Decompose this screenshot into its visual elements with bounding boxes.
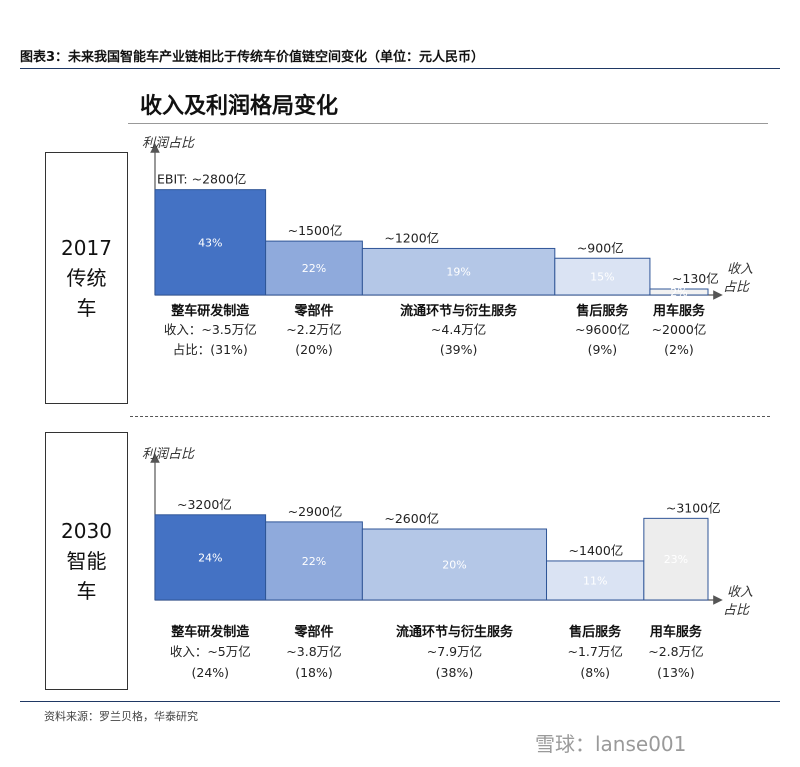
revenue-label: ~2000亿 [652,322,707,337]
segment-name: 售后服务 [576,303,629,319]
segment-name: 整车研发制造 [170,303,250,319]
figure-title: 图表3：未来我国智能车产业链相比于传统车价值链空间变化（单位：元人民币） [20,50,485,65]
chart-subtitle: 收入及利润格局变化 [140,94,339,119]
panel-label-line: 2030 [61,519,112,543]
segment-name: 用车服务 [649,624,703,640]
profit-bar [361,247,556,296]
profit-bar [265,240,363,296]
revenue-share-label: (24%) [192,665,230,680]
profit-label: ~900亿 [577,240,624,255]
profit-bar [649,288,709,296]
profit-label: ~1400亿 [569,543,624,558]
revenue-share-label: (20%) [295,342,333,357]
profit-bar [554,257,651,296]
bar-value-label: 22% [302,262,326,275]
profit-label: ~3100亿 [666,500,721,515]
panel-label-2030: 2030 智能 车 [45,432,128,690]
panel-divider [130,416,770,417]
bar-value-label: 22% [302,555,326,568]
source-note: 资料来源：罗兰贝格，华泰研究 [44,710,198,723]
bar-value-label: 2% [670,286,687,299]
revenue-label: 收入：~3.5万亿 [164,322,257,337]
revenue-share-label: 占比：(31%) [173,342,248,357]
profit-bar [643,517,709,601]
subtitle-rule [128,123,768,124]
revenue-share-label: (13%) [657,665,695,680]
revenue-label: ~7.9万亿 [427,644,482,659]
y-axis-label: 利润占比 [142,447,195,462]
revenue-share-label: (39%) [440,342,478,357]
revenue-label: ~4.4万亿 [431,322,486,337]
panel-label-line: 2017 [61,236,112,260]
profit-bar [265,521,363,601]
bar-value-label: 43% [198,236,222,249]
revenue-label: ~2.2万亿 [286,322,341,337]
segment-name: 流通环节与衍生服务 [396,624,514,640]
x-axis-label: 收入 [727,585,753,600]
panel-label-line: 车 [76,296,97,320]
revenue-share-label: (8%) [580,665,610,680]
revenue-share-label: (38%) [436,665,474,680]
revenue-share-label: (9%) [588,342,618,357]
bar-value-label: 15% [590,271,614,284]
panel-label-line: 传统 [66,266,107,290]
segment-name: 整车研发制造 [170,624,250,640]
bar-value-label: 24% [198,551,222,564]
segment-name: 售后服务 [569,624,622,640]
panel-label-line: 智能 [66,549,107,573]
segment-name: 零部件 [293,303,333,319]
revenue-label: 收入：~5万亿 [170,644,251,659]
profit-label: ~1500亿 [288,223,343,238]
bar-value-label: 20% [442,559,466,572]
watermark: 雪球：lanse001 [535,732,687,756]
x-axis-label: 收入 [727,262,753,277]
segment-name: 流通环节与衍生服务 [400,303,518,319]
y-axis-label: 利润占比 [142,136,195,151]
profit-label: ~2900亿 [288,504,343,519]
bar-value-label: 11% [583,574,607,587]
top-rule [20,68,780,69]
profit-label: EBIT: ~2800亿 [157,172,246,187]
profit-label: ~130亿 [672,271,719,286]
profit-label: ~2600亿 [384,511,439,526]
x-axis-label: 占比 [723,603,750,618]
revenue-share-label: (18%) [295,665,333,680]
x-axis-label: 占比 [723,280,750,295]
revenue-label: ~9600亿 [575,322,630,337]
bottom-rule [20,701,780,702]
profit-bar [361,528,548,601]
bar-value-label: 19% [446,266,470,279]
revenue-label: ~1.7万亿 [568,644,623,659]
segment-name: 零部件 [293,624,333,640]
revenue-label: ~2.8万亿 [648,644,703,659]
profit-label: ~1200亿 [384,230,439,245]
revenue-label: ~3.8万亿 [286,644,341,659]
segment-name: 用车服务 [652,303,706,319]
profit-label: ~3200亿 [177,497,232,512]
panel-label-line: 车 [76,579,97,603]
profit-bar [154,189,267,296]
panel-label-2017: 2017 传统 车 [45,152,128,404]
profit-bar [546,560,645,601]
bar-value-label: 23% [664,553,688,566]
revenue-share-label: (2%) [664,342,694,357]
